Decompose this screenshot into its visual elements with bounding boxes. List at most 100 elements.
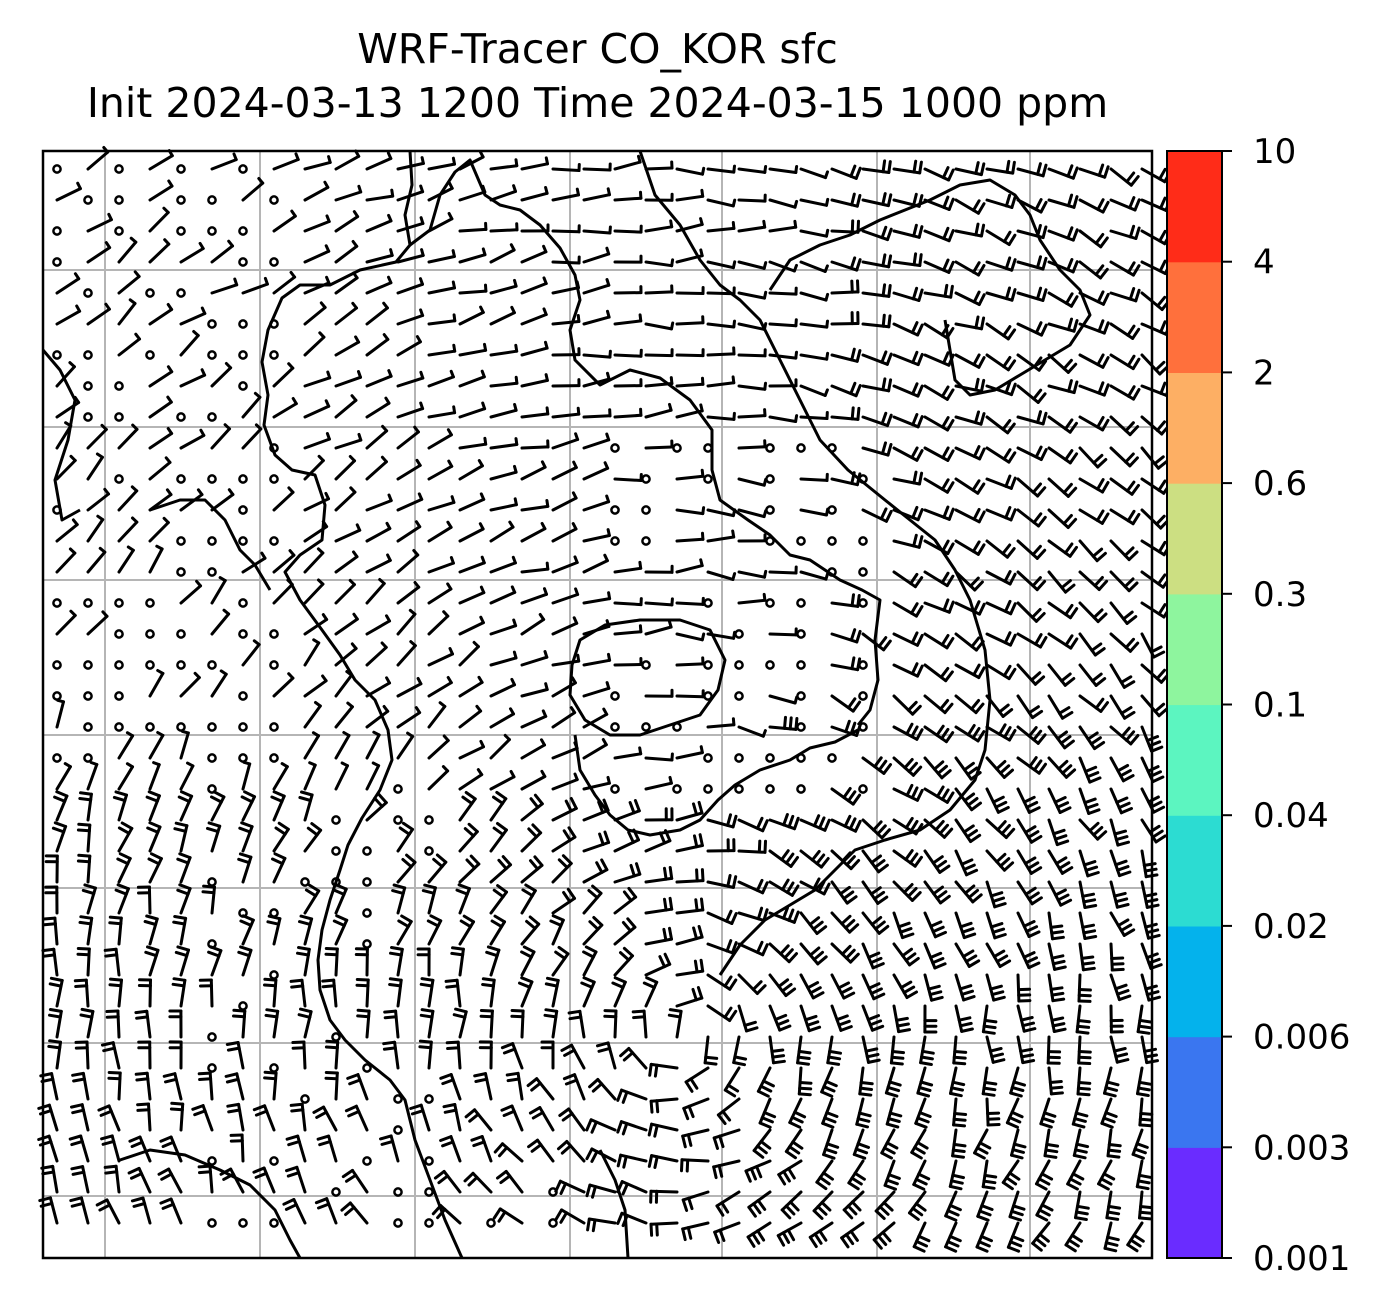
- wind-barb: [144, 945, 160, 977]
- wind-barb: [613, 313, 643, 326]
- wind-barb: [892, 849, 923, 868]
- wind-barb: [1016, 787, 1041, 814]
- wind-barb: [861, 411, 893, 428]
- wind-barb: [1078, 694, 1109, 713]
- wind-barb: [582, 371, 611, 388]
- wind-barb: [908, 1190, 927, 1221]
- wind-barb: [582, 278, 611, 295]
- wind-barb: [1078, 787, 1101, 815]
- wind-barb: [47, 1039, 62, 1070]
- wind-barb: [1016, 224, 1048, 240]
- wind-barb: [176, 883, 192, 915]
- wind-barb: [1078, 818, 1108, 841]
- wind-barb: [365, 151, 393, 171]
- wind-barb: [985, 787, 1010, 814]
- wind-barb: [48, 1008, 63, 1039]
- wind-barb: [210, 608, 231, 636]
- calm-wind-marker: [827, 505, 837, 515]
- wind-barb: [520, 915, 541, 946]
- wind-barb: [675, 403, 704, 419]
- wind-barb: [582, 652, 612, 667]
- calm-wind-marker: [238, 536, 248, 546]
- wind-barb: [923, 1004, 938, 1034]
- wind-barb: [582, 187, 611, 202]
- wind-barb: [892, 973, 918, 999]
- wind-barb: [148, 456, 172, 481]
- wind-barb: [1008, 1190, 1026, 1222]
- wind-barb: [923, 505, 955, 521]
- calm-wind-marker: [765, 598, 775, 608]
- wind-barb: [644, 896, 674, 915]
- calm-wind-marker: [393, 1125, 403, 1135]
- wind-barb: [354, 947, 369, 977]
- calm-wind-marker: [734, 753, 744, 763]
- wind-barb: [954, 849, 979, 877]
- calm-wind-marker: [238, 257, 248, 267]
- wind-barb: [861, 756, 892, 775]
- wind-barb: [427, 647, 454, 667]
- wind-barb: [148, 761, 161, 791]
- calm-wind-marker: [703, 474, 713, 484]
- wind-barb: [86, 452, 104, 481]
- wind-barb: [489, 403, 518, 419]
- wind-barb: [910, 1128, 929, 1160]
- wind-barb: [86, 761, 99, 791]
- colorbar-band: [1167, 815, 1222, 927]
- colorbar-tick-label: 0.006: [1253, 1018, 1350, 1058]
- calm-wind-marker: [827, 443, 837, 453]
- calm-wind-marker: [703, 443, 713, 453]
- calm-wind-marker: [300, 877, 310, 887]
- wind-barb: [210, 277, 239, 295]
- wind-barb: [520, 521, 547, 543]
- wind-barb: [985, 723, 1017, 742]
- wind-barb: [70, 1103, 90, 1132]
- wind-barb: [830, 164, 862, 180]
- wind-barb: [51, 821, 68, 853]
- wind-barb: [210, 152, 238, 171]
- wind-barb: [1047, 756, 1077, 779]
- calm-wind-marker: [703, 753, 713, 763]
- wind-barb: [396, 335, 422, 357]
- wind-barb: [872, 1221, 896, 1250]
- wind-barb: [1105, 1190, 1122, 1221]
- wind-barb: [334, 670, 354, 698]
- wind-barb: [1109, 477, 1140, 496]
- wind-barb: [830, 973, 856, 1000]
- calm-wind-marker: [238, 722, 248, 732]
- wind-barb: [830, 628, 862, 644]
- calm-wind-marker: [83, 598, 93, 608]
- wind-barb: [737, 508, 768, 519]
- calm-wind-marker: [207, 474, 217, 484]
- wind-barb: [985, 911, 1007, 940]
- map-title: WRF-Tracer CO_KOR sfc Init 2024-03-13 12…: [0, 22, 1195, 130]
- wind-barb: [168, 1040, 183, 1070]
- colorbar-band: [1167, 151, 1222, 263]
- wind-barb: [365, 424, 389, 450]
- wind-barb: [396, 216, 425, 233]
- wind-barb: [520, 307, 548, 326]
- wind-barb: [418, 1039, 433, 1070]
- wind-barb: [582, 916, 604, 946]
- wind-barb: [985, 880, 1007, 909]
- wind-barb: [365, 641, 388, 667]
- wind-barb: [1109, 756, 1135, 783]
- wind-barb: [675, 286, 705, 295]
- wind-barb: [675, 188, 705, 202]
- wind-barb: [458, 768, 484, 791]
- wind-barb: [684, 1066, 710, 1093]
- wind-barb: [737, 219, 767, 233]
- wind-barb: [737, 906, 769, 922]
- wind-barb: [847, 1159, 866, 1191]
- wind-barb: [303, 520, 329, 543]
- calm-wind-marker: [424, 1094, 434, 1104]
- wind-barb: [520, 650, 549, 667]
- wind-barb: [642, 976, 659, 1008]
- wind-barb: [830, 311, 860, 326]
- calm-wind-marker: [269, 753, 279, 763]
- wind-barb: [706, 717, 736, 729]
- wind-barb: [489, 618, 518, 636]
- calm-wind-marker: [269, 257, 279, 267]
- wind-barb: [334, 335, 361, 357]
- wind-barb: [737, 839, 767, 854]
- wind-barb: [396, 308, 425, 326]
